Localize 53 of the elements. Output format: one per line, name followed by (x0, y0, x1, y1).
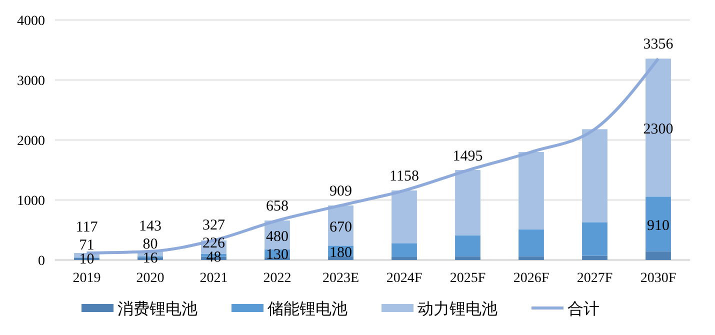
x-tick-label: 2019 (72, 271, 101, 286)
x-tick-label: 2021 (200, 271, 228, 286)
bar (518, 256, 544, 260)
data-label: 1495 (452, 148, 483, 164)
data-label: 1158 (390, 168, 419, 185)
data-label: 130 (266, 247, 288, 264)
x-tick-label: 2022 (263, 271, 292, 286)
data-label: 3356 (643, 36, 674, 53)
data-label: 909 (330, 183, 352, 200)
y-tick-label: 3000 (17, 74, 45, 89)
x-tick-label: 2024F (386, 271, 422, 286)
legend-label: 动力锂电池 (418, 299, 498, 318)
bar (646, 196, 671, 252)
bar (455, 170, 480, 236)
x-tick-label: 2027F (576, 271, 613, 286)
legend-label: 储能锂电池 (268, 299, 348, 318)
data-label: 910 (647, 218, 670, 234)
x-tick-label: 2023E (322, 271, 360, 286)
data-label: 16 (142, 250, 158, 267)
data-label: 480 (266, 228, 288, 245)
x-tick-label: 2030F (640, 271, 676, 286)
data-label: 80 (142, 236, 158, 253)
data-label: 226 (202, 235, 226, 252)
data-label: 71 (79, 238, 94, 254)
bar (392, 257, 417, 260)
x-tick-label: 2020 (136, 271, 164, 286)
y-tick-label: 0 (38, 254, 45, 269)
data-label: 327 (202, 217, 226, 234)
bar (582, 222, 608, 256)
y-tick-label: 4000 (17, 14, 45, 29)
x-tick-label: 2025F (450, 271, 486, 286)
bar (646, 58, 671, 197)
bar (455, 256, 480, 260)
bar (392, 243, 417, 257)
bar (518, 229, 544, 256)
bar (582, 256, 608, 260)
data-label: 143 (139, 218, 162, 235)
bar (582, 129, 608, 222)
y-tick-label: 2000 (17, 134, 45, 149)
data-label: 180 (330, 245, 352, 262)
y-tick-label: 1000 (17, 194, 45, 209)
legend-label: 消费锂电池 (118, 299, 198, 318)
bar (455, 235, 480, 256)
data-label: 670 (330, 220, 352, 236)
data-label: 10 (79, 252, 94, 268)
data-label: 2300 (643, 122, 674, 138)
legend-label: 合计 (568, 299, 600, 318)
bar (646, 251, 671, 260)
bar (518, 152, 544, 230)
data-label: 117 (76, 220, 98, 236)
bar (392, 190, 417, 244)
x-tick-label: 2026F (513, 271, 550, 286)
data-label: 658 (266, 198, 288, 215)
